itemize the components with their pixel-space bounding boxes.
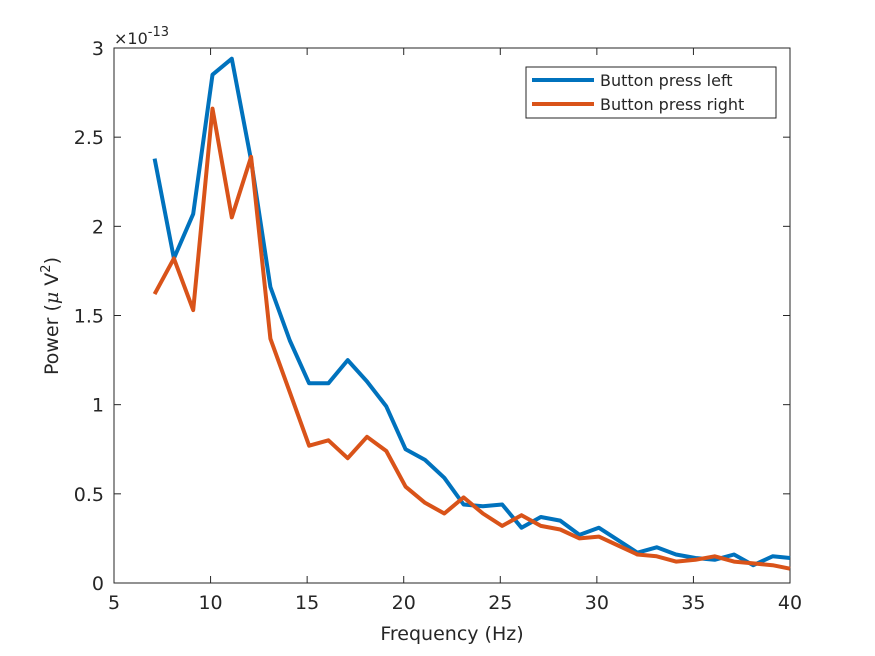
axes-box	[113, 47, 791, 584]
legend: Button press left Button press right	[525, 66, 777, 119]
y-axis-label-sup: 2	[39, 264, 54, 272]
y-tick-label: 1	[92, 395, 104, 417]
series-layer	[152, 56, 791, 571]
y-axis-ticks: 0 0.5 1 1.5 2 2.5 3	[74, 38, 790, 595]
x-tick-label: 30	[585, 592, 609, 614]
y-axis-label: Power (μ V2)	[39, 257, 63, 375]
x-tick-label: 5	[108, 592, 120, 614]
plot-area: 5 10 15 20 25 30 35 40 0 0.5 1 1.5 2 2.5 3	[74, 38, 802, 614]
y-multiplier-prefix: ×10	[114, 29, 148, 48]
x-tick-label: 15	[295, 592, 319, 614]
y-tick-label: 3	[92, 38, 104, 60]
y-tick-label: 2.5	[74, 127, 104, 149]
y-axis-label-suffix: )	[41, 257, 63, 264]
legend-label-right: Button press right	[600, 95, 744, 114]
x-tick-label: 40	[778, 592, 802, 614]
y-tick-label: 0	[92, 573, 104, 595]
x-axis-ticks: 5 10 15 20 25 30 35 40	[108, 48, 802, 614]
x-tick-label: 35	[681, 592, 705, 614]
y-multiplier: ×10-13	[114, 25, 169, 48]
y-axis-label-mu: μ	[41, 292, 63, 304]
y-multiplier-exponent: -13	[148, 25, 169, 40]
x-tick-label: 10	[198, 592, 222, 614]
series-line-right	[152, 106, 791, 571]
legend-label-left: Button press left	[600, 71, 733, 90]
y-tick-label: 0.5	[74, 484, 104, 506]
legend-box	[525, 66, 777, 119]
y-tick-label: 2	[92, 216, 104, 238]
y-tick-label: 1.5	[74, 306, 104, 328]
x-tick-label: 25	[488, 592, 512, 614]
y-axis-label-prefix: Power (	[41, 304, 63, 375]
y-axis-label-unit: V	[41, 273, 63, 292]
x-tick-label: 20	[392, 592, 416, 614]
x-axis-label: Frequency (Hz)	[380, 623, 523, 645]
